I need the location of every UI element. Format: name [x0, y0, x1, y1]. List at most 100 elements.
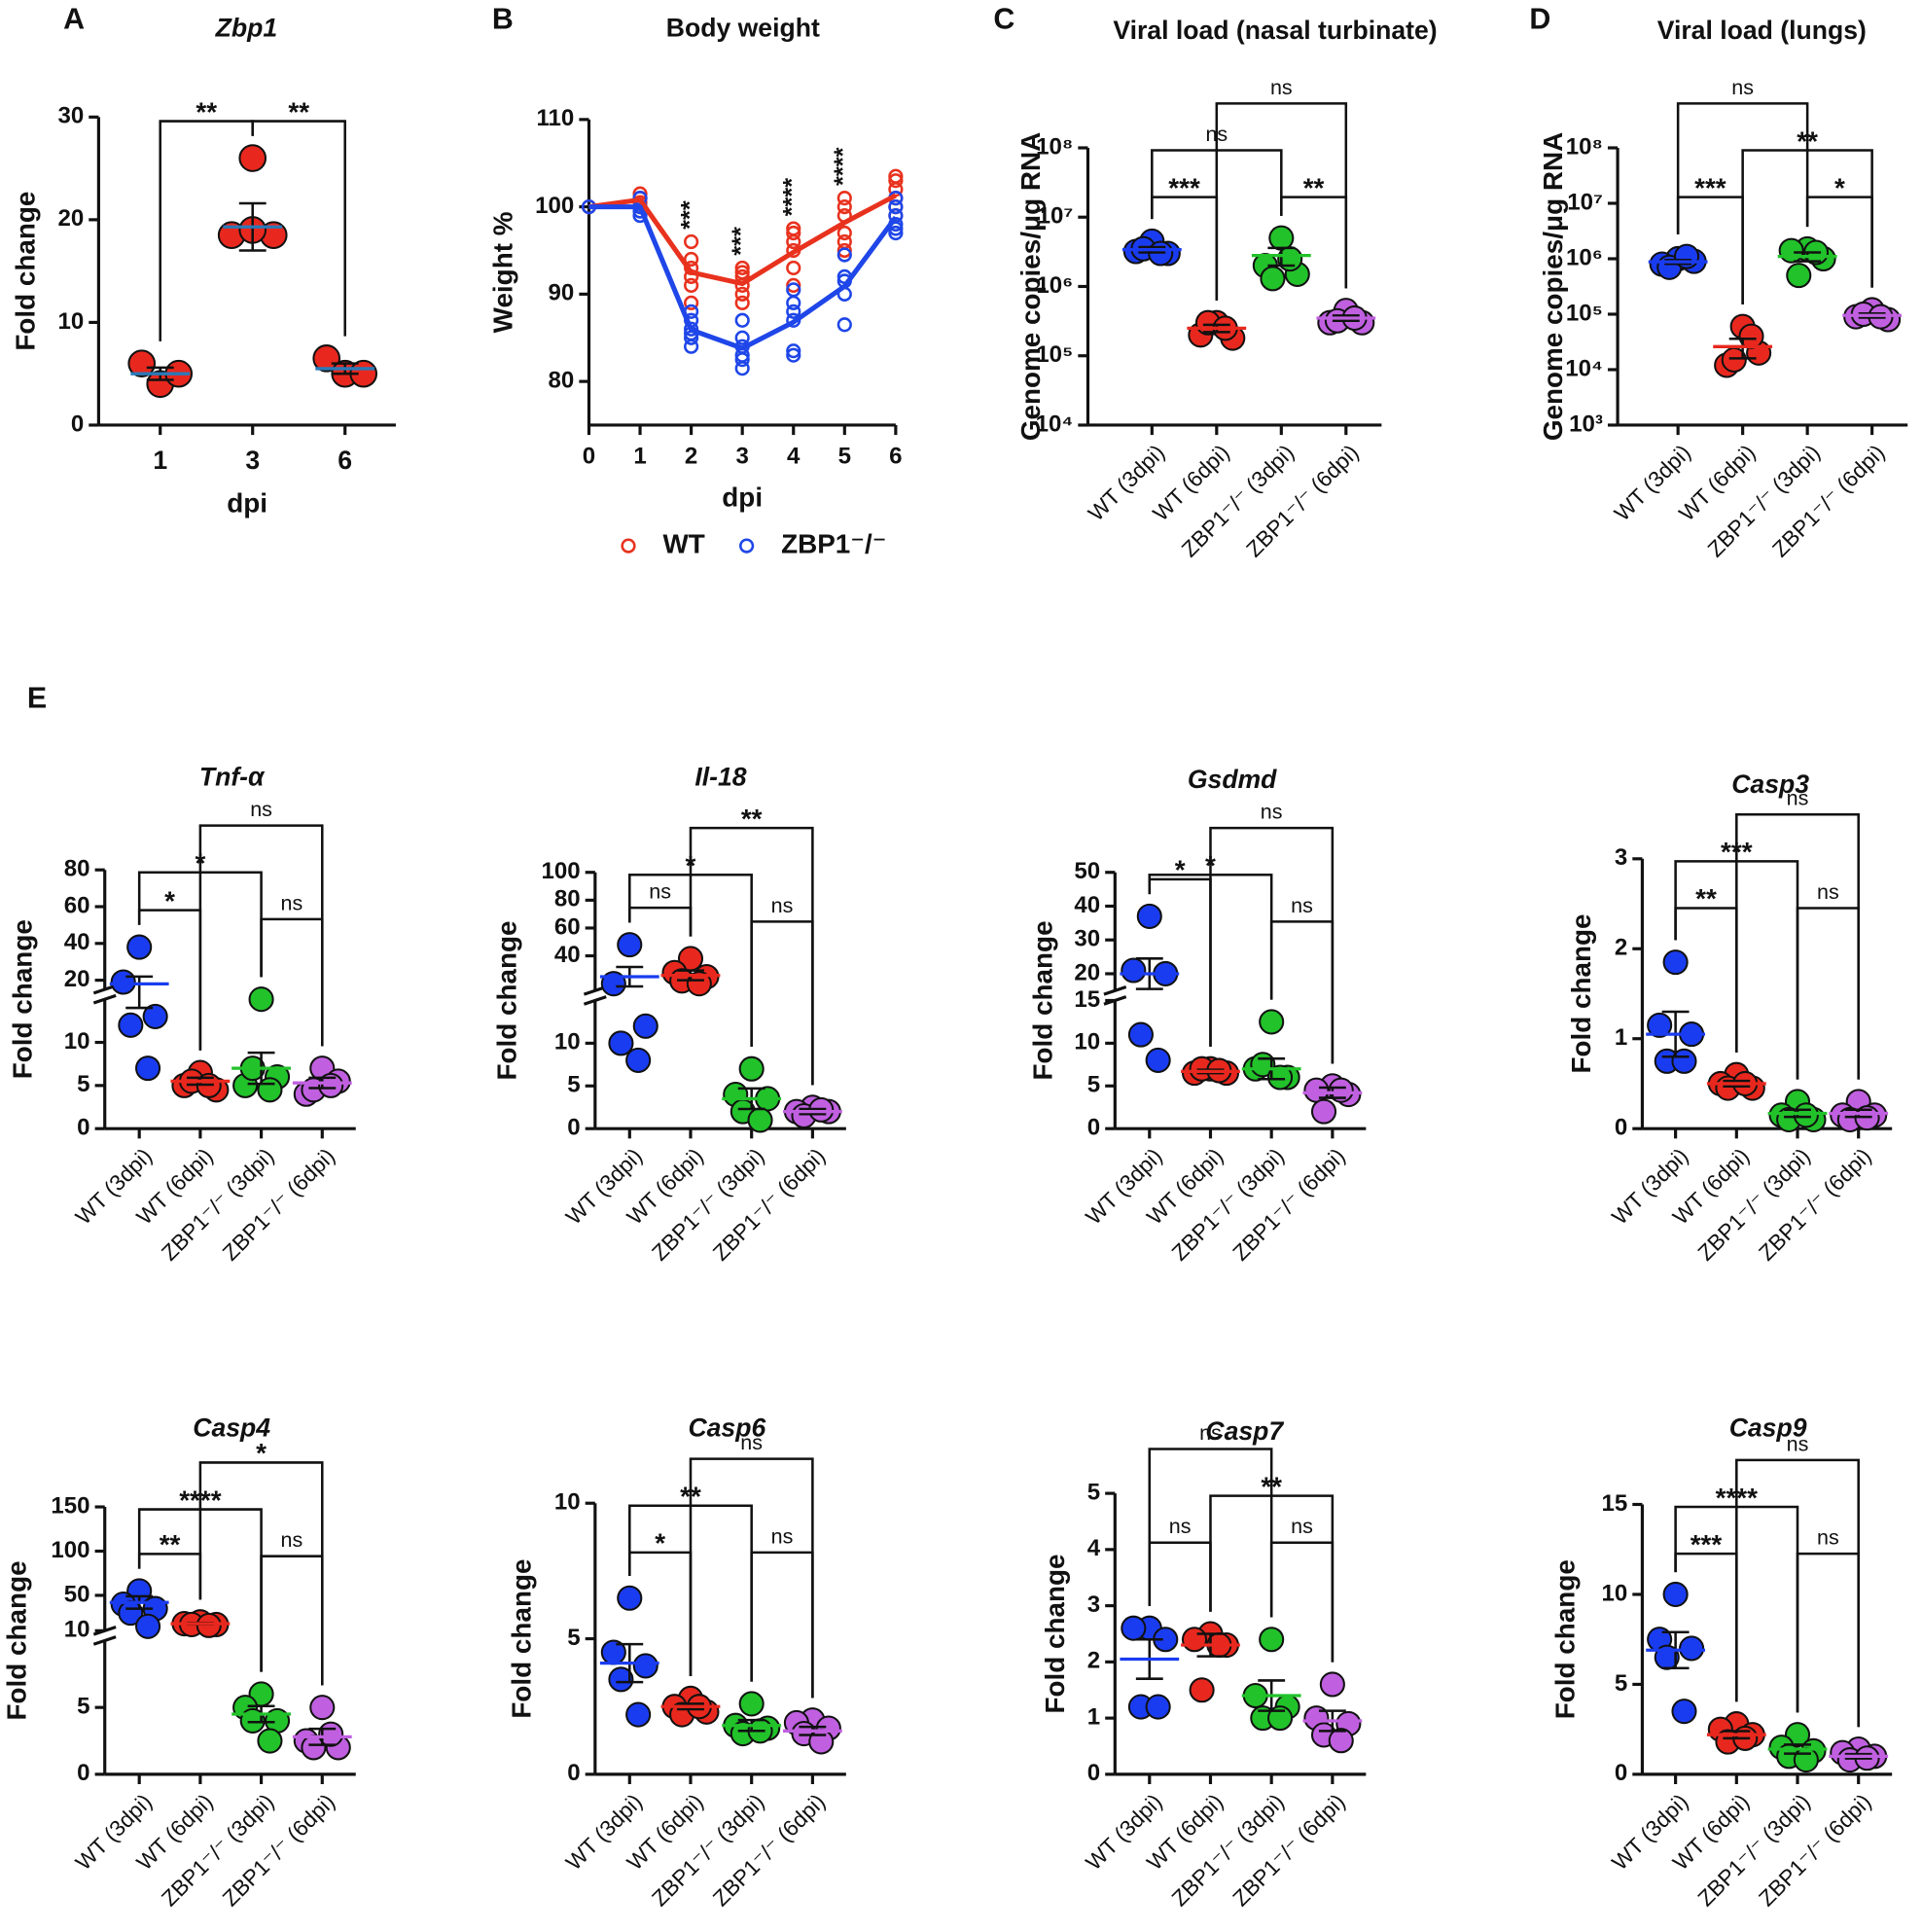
data-point: [1145, 1047, 1171, 1073]
y-tick-label: 30: [57, 103, 84, 129]
y-tick-label: 15: [1601, 1490, 1627, 1517]
y-tick-label: 0: [1615, 1760, 1627, 1786]
data-point: [1181, 1627, 1208, 1653]
chart-title: Il-18: [694, 763, 746, 792]
significance-bracket: [1735, 1458, 1860, 1728]
y-tick-label: 20: [1074, 959, 1100, 985]
data-point: [684, 251, 699, 268]
data-point: [1189, 1677, 1215, 1703]
data-point: [608, 1030, 634, 1056]
x-tick-label: ZBP1⁻/⁻ (6dpi): [1228, 1789, 1350, 1912]
y-tick-label: 10⁶: [1566, 244, 1603, 270]
data-point: [135, 1055, 161, 1082]
significance-label: **: [1695, 883, 1717, 913]
data-point: [126, 934, 153, 960]
significance-bracket: [689, 826, 814, 1086]
data-point: [257, 1728, 283, 1754]
data-point: [836, 242, 852, 259]
data-point: [1679, 1635, 1705, 1662]
significance-label: ***: [676, 200, 703, 230]
data-point: [836, 317, 852, 333]
x-tick-label: 6: [338, 446, 352, 475]
significance-label: ***: [728, 227, 755, 256]
data-point: [738, 1055, 765, 1082]
x-tick-label: 3: [245, 446, 260, 475]
data-point: [1266, 1064, 1294, 1091]
significance-bracket: [260, 917, 324, 1047]
y-tick-label: 3: [1087, 1592, 1100, 1618]
significance-bracket: [1796, 1552, 1860, 1728]
significance-label: ns: [1169, 1515, 1192, 1538]
x-tick-label: 1: [153, 446, 167, 475]
y-tick-label: 10⁴: [1036, 411, 1074, 437]
y-tick-label: 10⁸: [1566, 133, 1603, 160]
y-tick-label: 60: [64, 892, 90, 918]
data-point: [1662, 949, 1689, 976]
data-point: [625, 1047, 652, 1073]
chart-title: Gsdmd: [1188, 765, 1277, 794]
y-tick-label: 5: [1087, 1072, 1100, 1098]
data-point: [786, 277, 801, 293]
significance-bracket: [1148, 1541, 1212, 1612]
y-tick-label: 0: [567, 1760, 580, 1786]
data-point: [1121, 957, 1147, 984]
significance-label: **: [288, 96, 309, 126]
y-tick-label: 90: [549, 280, 575, 306]
y-axis-label: Fold change: [10, 192, 40, 351]
data-point: [734, 277, 750, 293]
chart-title: Zbp1: [215, 13, 277, 42]
data-point: [738, 1691, 765, 1717]
chart-title: Casp9: [1729, 1413, 1807, 1442]
data-point: [836, 199, 852, 215]
y-axis-label: Fold change: [1566, 913, 1596, 1073]
significance-bracket: [1215, 102, 1348, 301]
y-tick-label: 10: [64, 1028, 90, 1055]
x-tick-label: 2: [685, 443, 697, 469]
significance-bracket: [1209, 826, 1335, 1064]
panel-label: D: [1529, 3, 1550, 36]
x-tick-label: ZBP1⁻/⁻ (6dpi): [707, 1143, 830, 1266]
x-tick-label: ZBP1⁻/⁻ (6dpi): [1241, 440, 1364, 562]
data-point: [734, 361, 750, 376]
y-axis-label: Genome copies/μg RNA: [1015, 132, 1046, 441]
panel-label: A: [63, 3, 85, 36]
data-point: [1328, 1728, 1354, 1754]
data-point: [786, 304, 801, 319]
data-point: [1662, 1581, 1689, 1608]
significance-bracket: [1676, 102, 1809, 234]
data-point: [888, 199, 904, 215]
data-point: [747, 1107, 773, 1133]
y-tick-label: 80: [64, 856, 90, 882]
data-point: [1121, 1615, 1147, 1641]
y-tick-label: 40: [64, 929, 90, 955]
significance-label: **: [1303, 172, 1325, 202]
significance-bracket: [1674, 1552, 1738, 1702]
y-tick-label: 80: [554, 886, 581, 912]
y-tick-label: 2: [1615, 935, 1627, 961]
error-bar: [1728, 338, 1757, 360]
significance-label: ns: [250, 798, 272, 821]
data-point: [312, 344, 341, 373]
y-axis-label: Fold change: [507, 1559, 537, 1719]
panel-label: E: [27, 681, 47, 714]
data-point: [1319, 1671, 1345, 1698]
significance-label: **: [196, 96, 217, 126]
x-tick-label: 3: [735, 443, 748, 469]
y-axis-label: Fold change: [8, 919, 38, 1079]
significance-bracket: [251, 120, 346, 337]
significance-label: ***: [1168, 172, 1200, 202]
data-point: [248, 986, 274, 1013]
data-point: [617, 1585, 643, 1611]
chart-title: Casp6: [688, 1413, 765, 1442]
data-point: [625, 1701, 652, 1728]
y-axis-label: Fold change: [492, 920, 522, 1080]
axis-break: [1103, 985, 1127, 1006]
panel-label: C: [993, 3, 1014, 36]
data-point: [1786, 263, 1812, 289]
x-tick-label: ZBP1⁻/⁻ (6dpi): [707, 1789, 830, 1912]
chart-title: Viral load (lungs): [1657, 16, 1867, 45]
y-tick-label: 10⁵: [1566, 300, 1603, 326]
legend-label: WT: [662, 528, 704, 558]
